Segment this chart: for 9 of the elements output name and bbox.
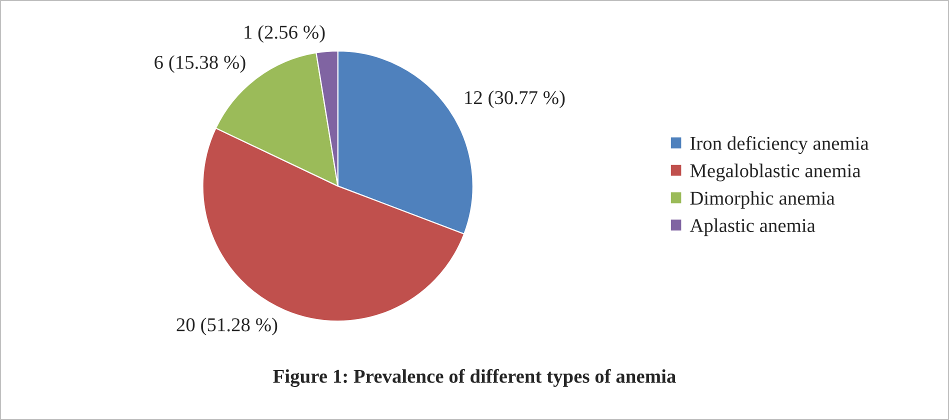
- data-label: 1 (2.56 %): [244, 25, 325, 43]
- data-label: 20 (51.28 %): [176, 318, 278, 336]
- data-label: 12 (30.77 %): [465, 90, 565, 108]
- text: Figure 1: Prevalence of different types of anemia: [273, 369, 676, 387]
- legend-label: Aplastic anemia: [690, 218, 816, 236]
- data-label: 6 (15.38 %): [154, 55, 246, 73]
- legend-label: Megaloblastic anemia: [690, 164, 861, 182]
- legend-label: Dimorphic anemia: [690, 191, 835, 209]
- legend-label: Iron deficiency anemia: [690, 136, 869, 154]
